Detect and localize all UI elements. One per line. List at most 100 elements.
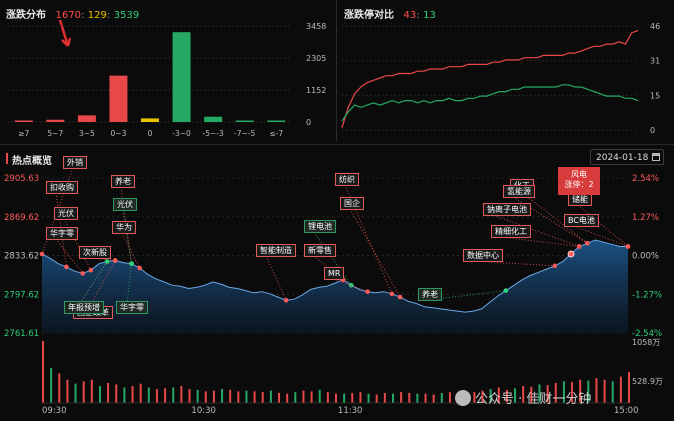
tag-leader-line <box>512 196 588 244</box>
tag-leader-line <box>82 260 116 319</box>
topic-tag[interactable]: 国企 <box>340 197 364 210</box>
calendar-icon[interactable] <box>652 153 660 161</box>
volume-bar <box>335 393 337 403</box>
tag-point <box>552 263 558 269</box>
topic-tag[interactable]: BC电池 <box>564 214 599 227</box>
volume-bar <box>286 393 289 403</box>
topic-tag[interactable]: 外销 <box>63 156 87 169</box>
topic-tag[interactable]: 养老 <box>111 175 135 188</box>
topic-tag[interactable]: 扣收购 <box>46 181 78 194</box>
up-count: 1670 <box>55 10 81 21</box>
tag-leader-line <box>427 290 506 301</box>
topic-tag[interactable]: 光伏 <box>113 198 137 211</box>
volume-bar <box>432 394 435 403</box>
volume-bar <box>188 389 191 403</box>
wechat-logo-icon <box>455 390 471 406</box>
volume-bar <box>196 389 199 403</box>
volume-bar <box>172 387 175 403</box>
watermark-text: 公众号 · 佳财一分钟 <box>475 392 592 407</box>
tag-leader-line <box>519 190 588 244</box>
tag-point <box>88 267 94 273</box>
volume-bar <box>562 381 565 403</box>
topic-tag[interactable]: 纺织 <box>335 173 359 186</box>
volume-bar <box>546 385 549 403</box>
topic-tag[interactable]: 养老 <box>418 288 442 301</box>
distribution-title: 涨跌分布 1670: 129: 3539 <box>6 10 140 21</box>
volume-bar <box>42 341 44 403</box>
bar <box>235 120 254 122</box>
volume-bar <box>278 392 281 403</box>
tag-leader-line <box>265 255 287 301</box>
popup-topic: 风电 <box>571 170 587 179</box>
topic-tag[interactable]: 钠离子电池 <box>483 203 531 216</box>
tag-point <box>39 251 45 257</box>
volume-bar <box>359 392 362 403</box>
topic-tag[interactable]: 华字零 <box>46 227 78 240</box>
x-tick-label: -3~0 <box>172 129 191 138</box>
tag-point <box>585 240 590 246</box>
x-tick-label: 0~3 <box>111 129 127 138</box>
topic-tag[interactable]: 精细化工 <box>491 225 531 238</box>
x-tick-label: -5~-3 <box>202 129 223 138</box>
volume-bar <box>375 394 378 403</box>
volume-bar <box>269 390 272 403</box>
topic-tag[interactable]: 智能制造 <box>256 244 296 257</box>
volume-bar <box>343 393 346 403</box>
volume-axis-label: 1058万 <box>632 338 660 347</box>
topic-tag[interactable]: 次新股 <box>79 246 111 259</box>
tag-leader-line <box>121 232 141 269</box>
price-axis-label: 2833.62 <box>4 252 39 262</box>
tag-leader-line <box>55 238 84 274</box>
volume-bar <box>326 392 329 403</box>
x-tick-label: -7~-5 <box>234 129 255 138</box>
volume-bar <box>400 392 403 403</box>
y-tick-label: 31 <box>650 57 660 66</box>
volume-bar <box>628 372 630 403</box>
bar <box>172 32 191 123</box>
volume-bar <box>302 390 305 403</box>
down-count: 3539 <box>113 10 140 21</box>
topic-tag[interactable]: 光伏 <box>54 207 78 220</box>
topic-tag[interactable]: 锂电池 <box>304 220 336 233</box>
tag-leader-line <box>313 231 352 286</box>
percent-axis-label: -2.54% <box>632 329 662 339</box>
limit-down-count: 13 <box>423 10 436 21</box>
volume-bar <box>440 392 443 403</box>
volume-bar <box>408 392 411 403</box>
bar <box>204 116 223 122</box>
topic-tag[interactable]: 氢能源 <box>503 185 535 198</box>
volume-bar <box>221 389 224 403</box>
volume-bar <box>416 393 419 403</box>
tag-leader-line <box>122 209 133 264</box>
volume-bar <box>351 392 354 403</box>
volume-bar <box>58 373 61 403</box>
volume-bar <box>98 385 101 403</box>
volume-bar <box>155 389 158 403</box>
bar <box>109 75 128 122</box>
topic-tag[interactable]: 年报预增 <box>64 301 104 314</box>
tag-leader-line <box>573 225 629 247</box>
topic-tag[interactable]: MR <box>324 267 345 280</box>
price-axis-label: 2797.62 <box>4 290 39 300</box>
topic-tag[interactable]: 华为 <box>112 221 136 234</box>
topic-tag[interactable]: 数据中心 <box>463 249 503 262</box>
volume-bar <box>204 391 207 403</box>
topic-tag[interactable]: 华字零 <box>116 301 148 314</box>
bar <box>14 120 33 122</box>
percent-axis-label: -1.27% <box>632 290 662 300</box>
price-axis-label: 2869.62 <box>4 213 39 223</box>
volume-bar <box>611 381 614 403</box>
tag-point <box>137 265 142 271</box>
volume-bar <box>253 391 256 403</box>
time-axis-label: 10:30 <box>191 406 216 416</box>
series-line <box>341 84 639 122</box>
popup-point <box>567 250 575 258</box>
volume-bar <box>237 391 240 403</box>
flat-count: 129 <box>87 10 107 21</box>
date-picker[interactable]: 2024-01-18 <box>590 149 664 165</box>
topic-tag[interactable]: 新零售 <box>304 244 336 257</box>
volume-bar <box>595 378 598 403</box>
series-line <box>341 29 639 128</box>
y-tick-label: 46 <box>650 22 660 31</box>
x-tick-label: 0 <box>148 129 153 138</box>
